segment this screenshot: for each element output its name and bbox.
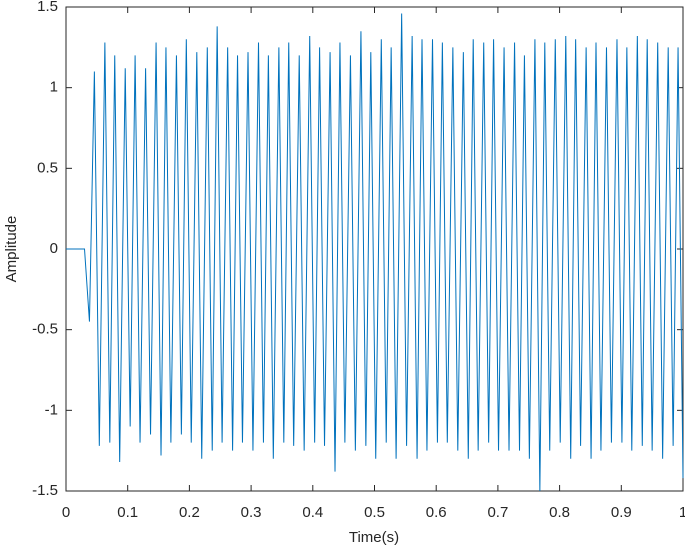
y-tick-label: -1	[45, 401, 58, 418]
x-tick-label: 0.9	[611, 504, 632, 521]
x-tick-label: 1	[679, 504, 685, 521]
x-tick-label: 0.7	[487, 504, 508, 521]
x-tick-label: 0.2	[179, 504, 200, 521]
x-tick-label: 0.5	[364, 504, 385, 521]
x-tick-label: 0.6	[426, 504, 447, 521]
x-tick-label: 0.8	[549, 504, 570, 521]
y-tick-label: 0	[50, 240, 58, 257]
x-tick-label: 0.1	[117, 504, 138, 521]
x-tick-label: 0.4	[302, 504, 323, 521]
y-tick-label: 1	[50, 79, 58, 96]
y-axis-label: Amplitude	[3, 216, 20, 283]
y-tick-label: 1.5	[37, 0, 58, 15]
y-tick-label: -1.5	[32, 482, 58, 499]
signal-line	[66, 13, 684, 492]
x-tick-label: 0	[62, 504, 70, 521]
y-tick-label: 0.5	[37, 159, 58, 176]
y-tick-label: -0.5	[32, 321, 58, 338]
x-tick-label: 0.3	[241, 504, 262, 521]
x-axis-label: Time(s)	[349, 529, 399, 546]
